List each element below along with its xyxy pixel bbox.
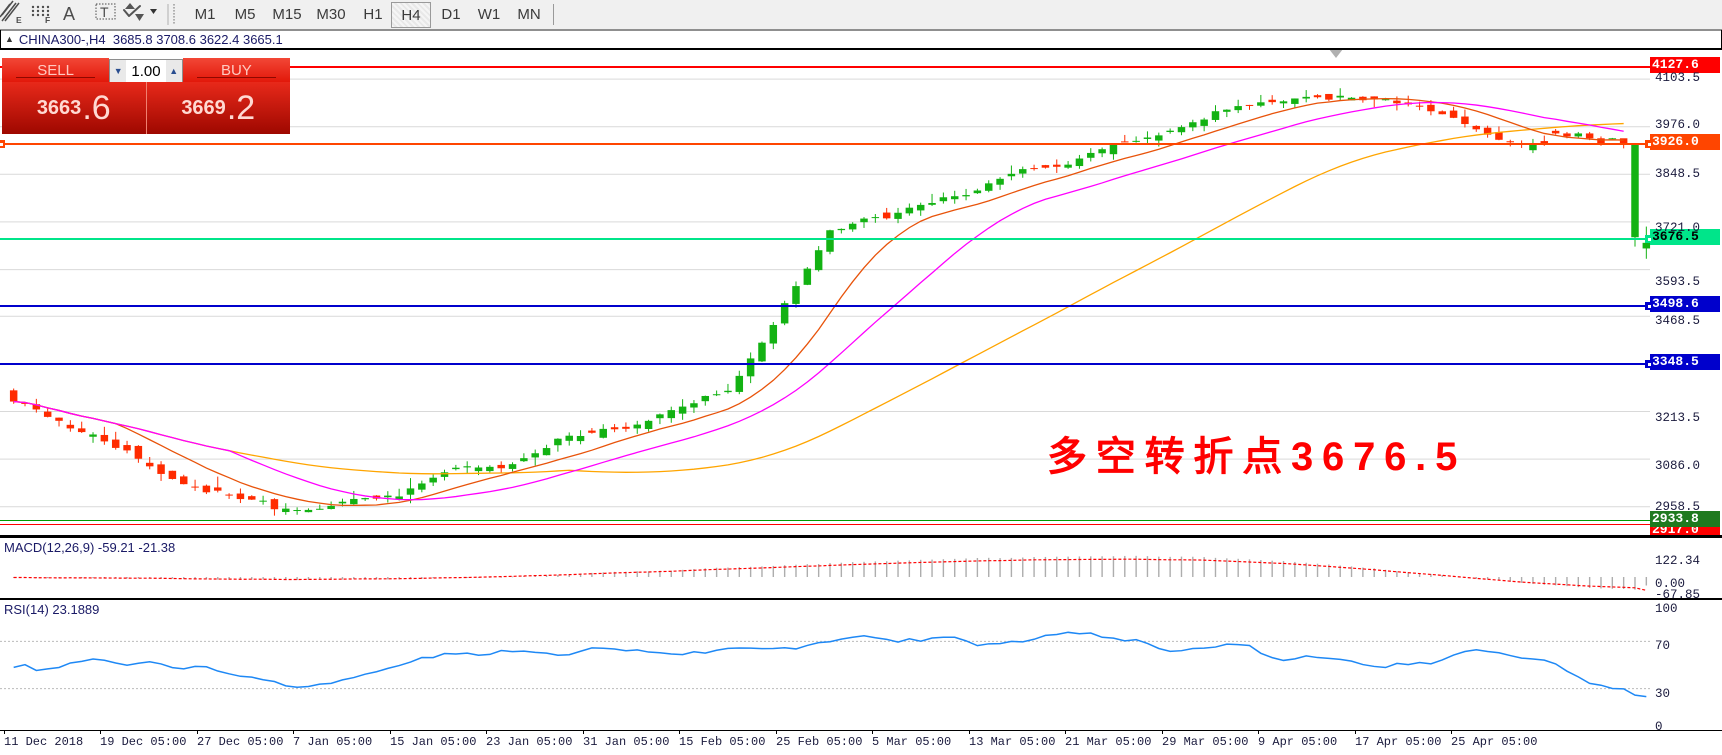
svg-text:F: F (45, 15, 50, 25)
svg-text:A: A (63, 4, 75, 24)
svg-text:T: T (100, 4, 109, 20)
svg-text:E: E (16, 15, 22, 25)
